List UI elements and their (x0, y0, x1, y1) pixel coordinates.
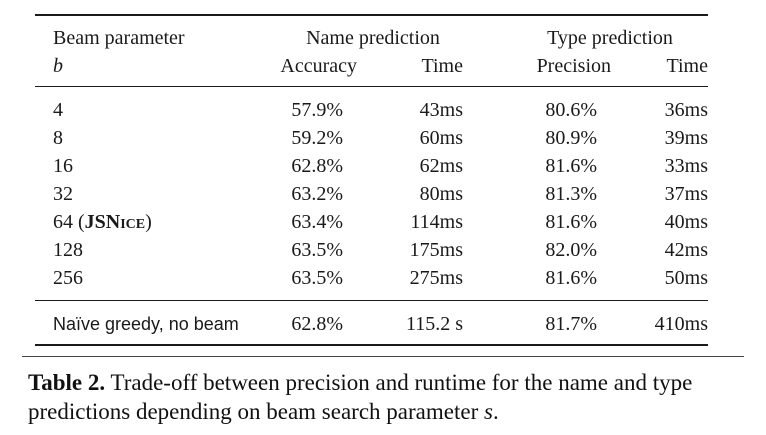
row-b: 8 (53, 127, 63, 149)
baseline-rule (35, 300, 708, 301)
row-type-time: 39ms (664, 127, 708, 149)
row-b: 128 (53, 239, 83, 261)
header-beam-parameter: Beam parameter (53, 27, 185, 49)
row-accuracy: 63.5% (291, 239, 343, 261)
header-beam-symbol: b (53, 55, 63, 77)
header-precision: Precision (536, 55, 611, 77)
row-precision: 80.9% (545, 127, 597, 149)
row-accuracy: 63.5% (291, 267, 343, 289)
row-type-time: 40ms (664, 211, 708, 233)
row-b: 4 (53, 99, 63, 121)
row-type-time: 36ms (664, 99, 708, 121)
row-accuracy: 59.2% (291, 127, 343, 149)
row-precision: 82.0% (545, 239, 597, 261)
row-accuracy: 63.4% (291, 211, 343, 233)
row-name-time: 62ms (419, 155, 463, 177)
baseline-accuracy: 62.8% (291, 313, 343, 335)
caption-end: . (492, 399, 499, 424)
baseline-label: Naïve greedy, no beam (53, 314, 239, 334)
row-precision: 81.6% (545, 267, 597, 289)
row-name-time: 114ms (410, 211, 463, 233)
row-b: 64 (JSNice) (53, 211, 152, 233)
row-accuracy: 63.2% (291, 183, 343, 205)
row-b-value: 64 (53, 211, 73, 233)
row-b: 16 (53, 155, 73, 177)
top-rule (35, 14, 708, 16)
row-type-time: 42ms (664, 239, 708, 261)
row-precision: 80.6% (545, 99, 597, 121)
header-accuracy: Accuracy (280, 55, 357, 77)
row-accuracy: 62.8% (291, 155, 343, 177)
row-b: 256 (53, 267, 83, 289)
caption-label: Table 2. (28, 370, 106, 395)
results-table: Beam parameter Name prediction Type pred… (35, 14, 708, 346)
baseline-precision: 81.7% (545, 313, 597, 335)
caption-symbol: s (483, 399, 493, 424)
row-type-time: 50ms (664, 267, 708, 289)
caption-text: Trade-off between precision and runtime … (28, 370, 693, 424)
row-precision: 81.6% (545, 155, 597, 177)
row-b: 32 (53, 183, 73, 205)
header-name-time: Time (421, 55, 463, 77)
table-caption: Table 2. Trade-off between precision and… (28, 368, 748, 426)
header-type-prediction: Type prediction (547, 27, 673, 49)
row-name-time: 43ms (419, 99, 463, 121)
row-name-time: 175ms (409, 239, 463, 261)
row-type-time: 33ms (664, 155, 708, 177)
row-name-time: 275ms (409, 267, 463, 289)
jsnice-label: JSNice (84, 211, 146, 233)
baseline-type-time: 410ms (654, 313, 708, 335)
row-type-time: 37ms (664, 183, 708, 205)
row-precision: 81.6% (545, 211, 597, 233)
row-precision: 81.3% (545, 183, 597, 205)
header-name-prediction: Name prediction (306, 27, 440, 49)
bottom-rule (35, 344, 708, 346)
baseline-name-time: 115.2 s (405, 313, 463, 335)
header-type-time: Time (666, 55, 708, 77)
row-accuracy: 57.9% (291, 99, 343, 121)
caption-divider (22, 356, 744, 357)
row-name-time: 80ms (419, 183, 463, 205)
row-name-time: 60ms (419, 127, 463, 149)
header-rule (35, 86, 708, 87)
